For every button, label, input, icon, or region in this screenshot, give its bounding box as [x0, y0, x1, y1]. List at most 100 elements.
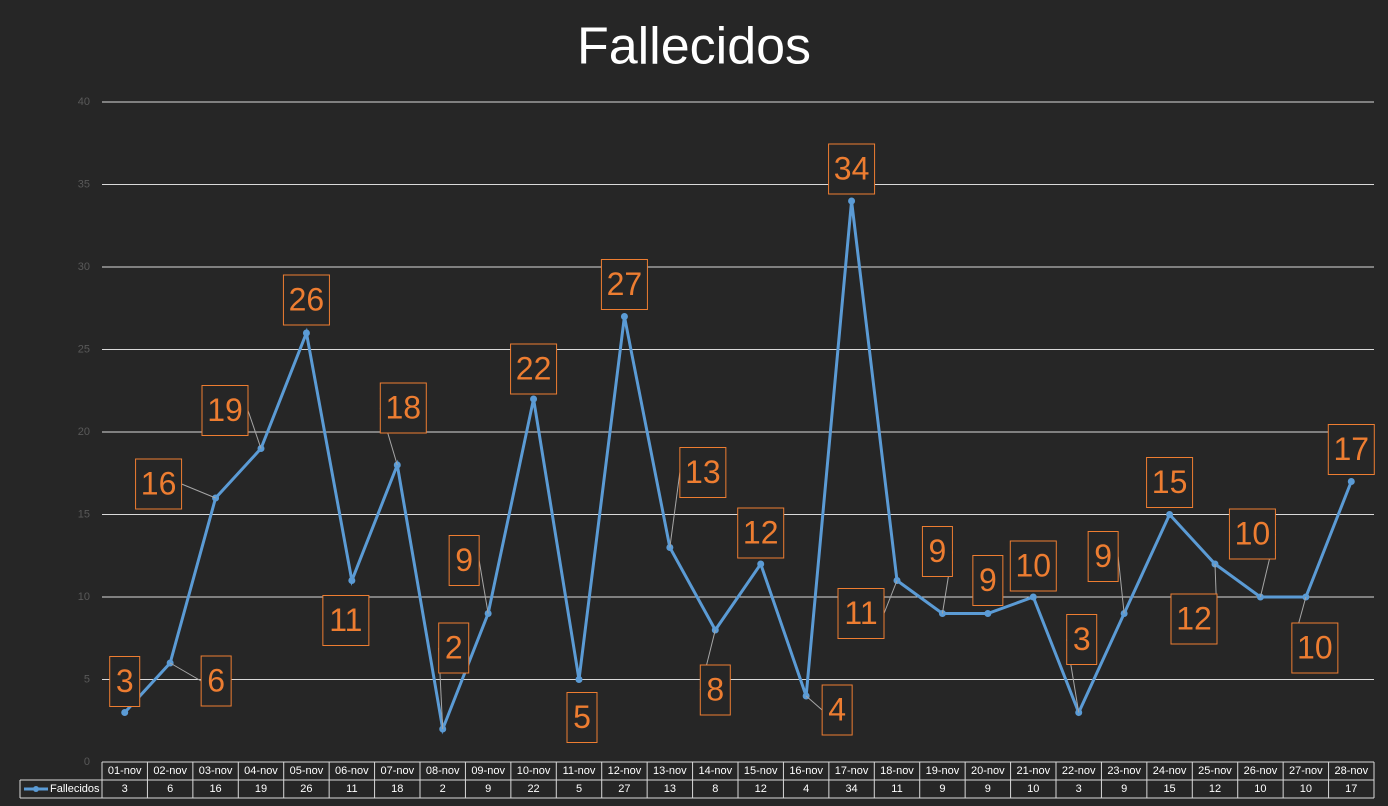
leader-line: [169, 662, 202, 682]
label-box: [699, 664, 731, 716]
data-label: 3: [1073, 621, 1091, 657]
label-box: [448, 535, 480, 586]
y-tick-label: 15: [78, 508, 90, 520]
label-box: [109, 656, 141, 707]
x-tick-label: 26-nov: [1244, 765, 1278, 777]
table-value: 3: [122, 783, 128, 795]
data-label: 18: [385, 389, 421, 425]
table-value: 10: [1300, 783, 1312, 795]
table-value: 17: [1345, 783, 1357, 795]
data-label: 12: [1176, 600, 1212, 636]
table-value: 15: [1163, 783, 1175, 795]
x-tick-label: 22-nov: [1062, 765, 1096, 777]
x-tick-label: 04-nov: [244, 765, 278, 777]
y-tick-label: 5: [84, 673, 90, 685]
label-box: [1291, 622, 1339, 674]
y-tick-label: 20: [78, 426, 90, 438]
x-tick-label: 13-nov: [653, 765, 687, 777]
leader-line: [805, 695, 823, 711]
point: [1347, 478, 1355, 485]
table-value: 4: [803, 783, 809, 795]
label-box: [1327, 424, 1375, 475]
data-label: 15: [1152, 464, 1188, 500]
data-label: 22: [516, 350, 552, 386]
data-label: 17: [1333, 431, 1369, 467]
x-tick-label: 28-nov: [1334, 765, 1368, 777]
x-tick-label: 06-nov: [335, 765, 369, 777]
chart-title: Fallecidos: [577, 18, 811, 76]
data-label: 11: [844, 595, 877, 631]
label-box: [828, 143, 876, 195]
point: [530, 395, 538, 403]
point: [575, 676, 583, 683]
table-value: 6: [167, 783, 173, 795]
data-label: 11: [329, 602, 362, 638]
y-tick-label: 30: [78, 261, 90, 273]
leader-line: [181, 483, 216, 499]
data-label: 12: [743, 514, 779, 550]
table-value: 8: [712, 783, 718, 795]
data-label: 26: [289, 281, 325, 317]
leader-line: [478, 560, 489, 614]
label-box: [1146, 457, 1194, 508]
y-tick-label: 10: [78, 591, 90, 603]
table-value: 9: [985, 783, 991, 795]
label-box: [972, 555, 1004, 606]
point: [984, 610, 992, 617]
data-label: 19: [207, 392, 243, 428]
label-box: [600, 259, 648, 310]
table-value: 11: [891, 783, 902, 795]
label-box: [1009, 540, 1057, 592]
data-label: 2: [445, 629, 463, 665]
label-box: [282, 274, 330, 326]
table-value: 2: [440, 783, 446, 795]
x-tick-label: 05-nov: [290, 765, 324, 777]
x-tick-label: 19-nov: [926, 765, 960, 777]
table-value: 9: [485, 783, 491, 795]
data-label: 27: [607, 266, 643, 302]
data-label: 4: [828, 691, 846, 727]
data-label: 9: [455, 542, 473, 578]
x-tick-label: 17-nov: [835, 765, 869, 777]
y-tick-label: 0: [84, 756, 90, 768]
label-box: [1066, 614, 1098, 665]
y-tick-label: 25: [78, 343, 90, 355]
x-tick-label: 01-nov: [108, 765, 142, 777]
x-tick-label: 25-nov: [1198, 765, 1232, 777]
data-label: 3: [116, 663, 134, 699]
x-tick-label: 08-nov: [426, 765, 460, 777]
legend-marker: [33, 786, 39, 792]
x-tick-label: 18-nov: [880, 765, 914, 777]
label-box: [837, 588, 885, 639]
label-box: [1170, 593, 1218, 645]
data-label: 16: [141, 465, 177, 501]
x-tick-label: 02-nov: [153, 765, 187, 777]
table-value: 10: [1254, 783, 1266, 795]
x-tick-label: 12-nov: [608, 765, 642, 777]
point: [121, 709, 129, 716]
x-tick-label: 10-nov: [517, 765, 551, 777]
x-tick-label: 09-nov: [471, 765, 505, 777]
x-tick-label: 14-nov: [698, 765, 732, 777]
table-value: 13: [664, 783, 676, 795]
data-label: 13: [685, 454, 721, 490]
table-value: 10: [1027, 783, 1039, 795]
point: [757, 560, 765, 568]
data-label: 34: [834, 150, 870, 186]
x-tick-label: 24-nov: [1153, 765, 1187, 777]
point: [848, 197, 856, 205]
x-tick-label: 15-nov: [744, 765, 778, 777]
label-box: [201, 385, 249, 436]
point: [348, 577, 356, 584]
leader-line: [247, 410, 262, 449]
table-value: 5: [576, 783, 582, 795]
y-tick-label: 40: [78, 96, 90, 108]
leader-line: [669, 472, 681, 548]
label-box: [200, 655, 232, 707]
y-tick-label: 35: [78, 178, 90, 190]
table-value: 19: [255, 783, 267, 795]
leader-line: [1117, 556, 1125, 614]
data-label: 9: [979, 562, 997, 598]
label-box: [379, 382, 427, 434]
label-box: [438, 622, 470, 674]
